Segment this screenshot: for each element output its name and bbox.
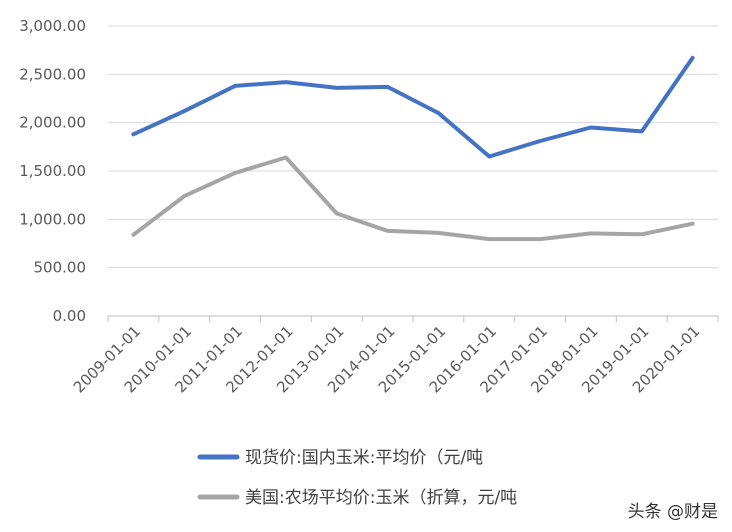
legend-label-2: 美国:农场平均价:玉米（折算，元/吨 — [245, 488, 517, 508]
y-tick-label: 2,000.00 — [19, 114, 86, 132]
series-line-2 — [131, 155, 695, 242]
y-tick-label: 1,000.00 — [19, 210, 86, 228]
legend: 现货价:国内玉米:平均价（元/吨美国:农场平均价:玉米（折算，元/吨 — [197, 448, 517, 508]
y-gridlines — [108, 25, 718, 269]
watermark: 头条 @财是 — [627, 502, 718, 522]
legend-label-1: 现货价:国内玉米:平均价（元/吨 — [245, 448, 483, 468]
y-tick-label: 0.00 — [53, 307, 86, 325]
x-axis-tick-labels: 2009-01-012010-01-012011-01-012012-01-01… — [70, 322, 704, 396]
series-lines — [131, 55, 695, 242]
y-tick-label: 1,500.00 — [19, 162, 86, 180]
y-tick-label: 2,500.00 — [19, 65, 86, 83]
y-tick-label: 500.00 — [34, 259, 87, 277]
y-axis-tick-labels: 0.00 500.00 1,000.00 1,500.00 2,000.00 2,500.… — [19, 17, 86, 325]
x-axis — [107, 315, 719, 322]
series-line-1 — [131, 55, 695, 159]
y-tick-label: 3,000.00 — [19, 17, 86, 35]
